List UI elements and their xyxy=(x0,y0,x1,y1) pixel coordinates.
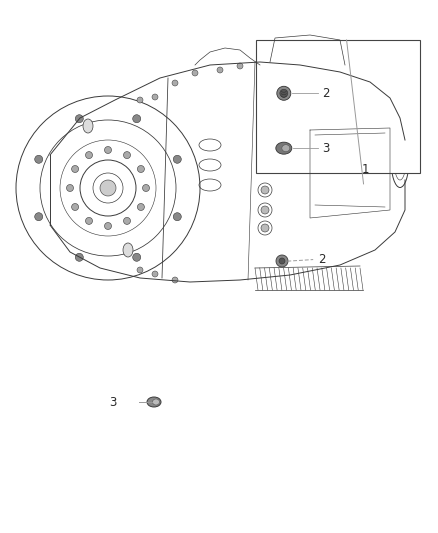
Circle shape xyxy=(217,67,223,73)
Circle shape xyxy=(85,151,92,159)
Text: 2: 2 xyxy=(318,253,326,266)
Circle shape xyxy=(137,97,143,103)
Circle shape xyxy=(280,89,288,98)
Circle shape xyxy=(172,277,178,283)
Circle shape xyxy=(172,80,178,86)
Circle shape xyxy=(279,258,285,264)
Ellipse shape xyxy=(147,397,161,407)
Circle shape xyxy=(71,166,78,173)
Ellipse shape xyxy=(83,119,93,133)
Ellipse shape xyxy=(282,144,290,152)
Circle shape xyxy=(35,213,43,221)
Circle shape xyxy=(261,186,269,194)
Circle shape xyxy=(71,204,78,211)
Circle shape xyxy=(261,224,269,232)
Circle shape xyxy=(282,65,288,71)
Circle shape xyxy=(173,213,181,221)
Circle shape xyxy=(85,217,92,224)
Circle shape xyxy=(152,271,158,277)
Circle shape xyxy=(302,69,308,75)
Circle shape xyxy=(133,253,141,261)
Circle shape xyxy=(133,115,141,123)
Circle shape xyxy=(105,222,112,230)
Circle shape xyxy=(142,184,149,191)
Circle shape xyxy=(277,86,291,100)
Circle shape xyxy=(124,217,131,224)
Circle shape xyxy=(35,155,43,163)
Ellipse shape xyxy=(276,142,292,154)
Circle shape xyxy=(100,180,116,196)
Text: 2: 2 xyxy=(322,87,329,100)
Ellipse shape xyxy=(123,243,133,257)
Text: 1: 1 xyxy=(362,163,369,176)
Circle shape xyxy=(67,184,74,191)
Text: 3: 3 xyxy=(322,142,329,155)
Text: 3: 3 xyxy=(110,396,117,409)
Circle shape xyxy=(192,70,198,76)
Circle shape xyxy=(75,253,83,261)
Circle shape xyxy=(152,94,158,100)
Circle shape xyxy=(173,155,181,163)
Circle shape xyxy=(138,166,145,173)
Circle shape xyxy=(261,206,269,214)
Bar xyxy=(256,40,420,173)
Circle shape xyxy=(75,115,83,123)
Ellipse shape xyxy=(152,399,159,405)
Circle shape xyxy=(237,63,243,69)
Circle shape xyxy=(124,151,131,159)
Circle shape xyxy=(138,204,145,211)
Circle shape xyxy=(105,147,112,154)
Circle shape xyxy=(137,267,143,273)
Circle shape xyxy=(276,255,288,267)
